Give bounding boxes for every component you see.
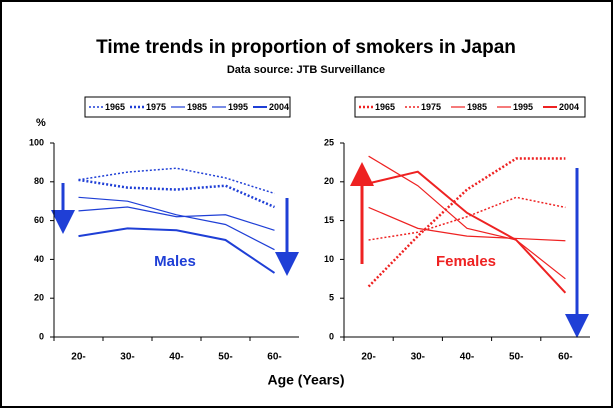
y-tick-label: 5 (329, 293, 334, 303)
y-tick-label: 0 (329, 331, 334, 341)
y-tick-label: 100 (29, 137, 44, 147)
x-tick-label: 50- (218, 352, 232, 363)
legend-label: 1995 (513, 102, 533, 112)
series-line (368, 206, 566, 242)
x-tick-label: 60- (267, 352, 281, 363)
series-line (367, 157, 566, 288)
legend-label: 1965 (375, 102, 395, 112)
legend-label: 2004 (269, 102, 289, 112)
x-axis-label: Age (Years) (267, 372, 344, 388)
series-line (368, 170, 567, 294)
y-tick-label: 40 (34, 254, 44, 264)
annotation: Males (154, 253, 196, 270)
y-tick-label: 15 (324, 215, 334, 225)
series-line (78, 227, 276, 274)
series-line (78, 196, 275, 251)
series-line (78, 167, 275, 195)
x-tick-label: 40- (460, 352, 474, 363)
legend-label: 1985 (467, 102, 487, 112)
x-tick-label: 20- (361, 352, 375, 363)
legend-label: 1965 (105, 102, 125, 112)
y-tick-label: 80 (34, 176, 44, 186)
x-tick-label: 50- (509, 352, 523, 363)
x-tick-label: 30- (411, 352, 425, 363)
y-tick-label: 25 (324, 137, 334, 147)
legend-label: 1975 (421, 102, 441, 112)
legend (354, 96, 586, 118)
series-line (78, 206, 275, 231)
legend (84, 96, 291, 118)
x-tick-label: 40- (169, 352, 183, 363)
legend-label: 1995 (228, 102, 248, 112)
legend-label: 1975 (146, 102, 166, 112)
legend-label: 1985 (187, 102, 207, 112)
annotation: Females (436, 253, 496, 270)
y-tick-label: 10 (324, 254, 334, 264)
series-line (368, 196, 566, 241)
chart-title: Time trends in proportion of smokers in … (96, 37, 516, 58)
x-tick-label: 30- (120, 352, 134, 363)
y-tick-label: 60 (34, 215, 44, 225)
y-tick-label: 20 (324, 176, 334, 186)
x-tick-label: 60- (558, 352, 572, 363)
chart-subtitle: Data source: JTB Surveillance (227, 64, 385, 76)
y-tick-label: 0 (39, 331, 44, 341)
x-tick-label: 20- (71, 352, 85, 363)
series-line (78, 178, 275, 209)
legend-label: 2004 (559, 102, 579, 112)
y-axis-label: % (36, 117, 46, 129)
y-tick-label: 20 (34, 293, 44, 303)
